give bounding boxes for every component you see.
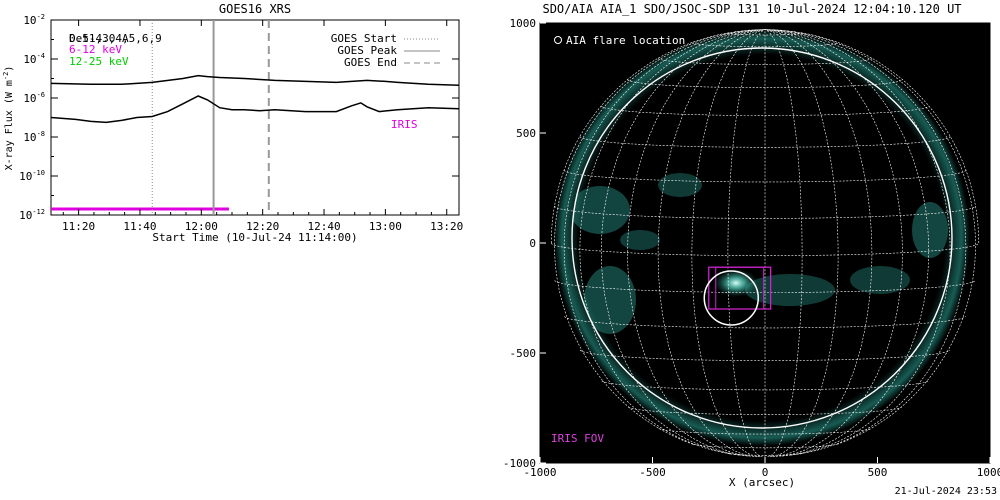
goes-x-axis-label: Start Time (10-Jul-24 11:14:00) [152, 231, 357, 244]
longitude-line [764, 29, 976, 445]
goes-y-axis-label: X-ray Flux (W m-2) [2, 66, 15, 171]
goes-title: GOES16 XRS [219, 2, 291, 16]
longitude-line [764, 29, 903, 457]
heliographic-grid [551, 29, 980, 457]
series-line-det-channel [50, 95, 460, 124]
legend-item-6-12kev: 6-12 keV [69, 43, 122, 56]
aia-y-tick-label: -500 [510, 347, 537, 360]
x-tick-label: 11:20 [62, 220, 95, 233]
longitude-line [764, 29, 930, 457]
solar-limb [571, 47, 953, 429]
y-tick-label: 10-2 [23, 13, 45, 27]
aia-y-tick-label: 500 [516, 127, 536, 140]
footer-timestamp: 21-Jul-2024 23:53 [895, 486, 997, 497]
x-tick-label: 13:20 [430, 220, 463, 233]
longitude-line [764, 29, 967, 455]
y-tick-label: 10-8 [23, 130, 45, 144]
latitude-line [601, 380, 929, 391]
legend-item-long-channel: 0.5-4.0 A [69, 32, 129, 45]
longitude-line [600, 29, 766, 457]
x-tick-label: 13:00 [369, 220, 402, 233]
longitude-line [579, 29, 766, 456]
aia-y-axis: 1000 500 0 -500 -1000 [503, 17, 546, 470]
x-tick-label: 12:20 [246, 220, 279, 233]
aia-y-tick-label: 1000 [510, 17, 537, 30]
goes-x-axis: 11:20 11:40 12:00 12:20 12:40 13:00 13:20 [62, 20, 463, 233]
flare-legend-marker [554, 36, 562, 44]
x-tick-label: 12:40 [307, 220, 340, 233]
legend-goes-peak: GOES Peak [337, 44, 397, 57]
legend-item-12-25kev: 12-25 keV [69, 55, 129, 68]
flare-legend-text: AIA flare location [566, 34, 685, 47]
latitude-line [554, 280, 976, 293]
aia-title: SDO/AIA AIA_1 SDO/JSOC-SDP 131 10-Jul-20… [542, 2, 961, 16]
aia-x-axis-label: X (arcsec) [729, 476, 795, 489]
longitude-line [764, 29, 839, 457]
longitude-line [764, 29, 951, 456]
longitude-line [657, 29, 766, 457]
aia-y-tick-label: -1000 [503, 457, 536, 470]
aia-x-axis: -1000 -500 0 500 1000 [523, 457, 1000, 479]
x-tick-label: 11:40 [123, 220, 156, 233]
latitude-line [730, 453, 800, 456]
aia-y-tick-label: 0 [529, 237, 536, 250]
y-tick-label: 10-12 [19, 208, 45, 222]
y-tick-label: 10-4 [23, 52, 45, 66]
longitude-line [764, 29, 873, 457]
limb-glow [554, 30, 970, 446]
flare-location-circle [703, 270, 759, 326]
longitude-line [627, 29, 766, 457]
aia-x-tick-label: -500 [639, 466, 666, 479]
aia-x-tick-label: 0 [762, 466, 769, 479]
aia-x-tick-label: -1000 [523, 466, 556, 479]
aia-x-tick-label: 500 [868, 466, 888, 479]
iris-fov-box-inner [715, 266, 765, 310]
series-line-long-channel [50, 74, 460, 87]
legend-item-det-channel: Det1,3,4,5,6,9 [69, 32, 162, 45]
iris-fov-label: IRIS FOV [551, 432, 604, 445]
legend-goes-end: GOES End [344, 56, 397, 69]
longitude-line [554, 29, 766, 445]
latitude-line [692, 444, 838, 449]
longitude-line [691, 29, 766, 457]
longitude-line [764, 29, 803, 457]
active-region-glow [572, 173, 948, 334]
longitude-line [563, 29, 766, 455]
y-tick-label: 10-10 [19, 169, 45, 183]
y-tick-label: 10-6 [23, 91, 45, 105]
goes-y-axis: 10-2 10-4 10-6 10-8 10-10 10-12 [19, 13, 459, 222]
longitude-line [727, 29, 766, 457]
aia-image: AIA flare location IRIS FOV [551, 29, 980, 457]
goes-panel: GOES16 XRS 10-2 10-4 10-6 10-8 10-10 10-12 11… [2, 2, 463, 244]
legend-goes-start: GOES Start [331, 32, 397, 45]
aia-x-tick-label: 1000 [977, 466, 1000, 479]
iris-label: IRIS [391, 118, 418, 131]
aia-panel: SDO/AIA AIA_1 SDO/JSOC-SDP 131 10-Jul-20… [503, 2, 1000, 489]
x-tick-label: 12:00 [185, 220, 218, 233]
